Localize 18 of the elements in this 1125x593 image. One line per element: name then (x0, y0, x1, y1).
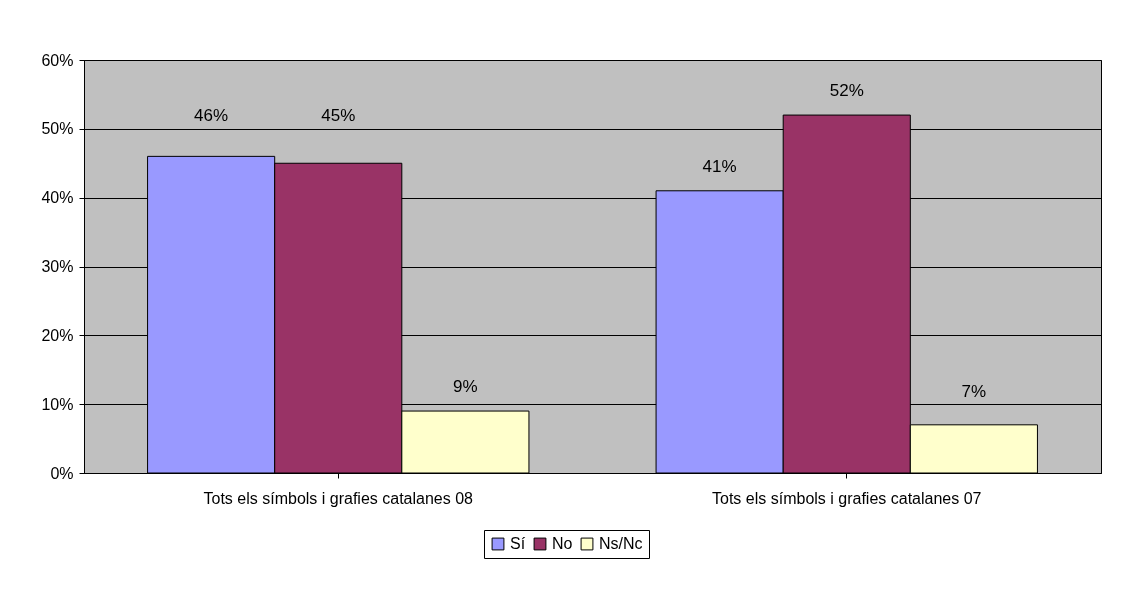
x-tick-label: Tots els símbols i grafies catalanes 08 (203, 489, 474, 507)
data-label: 52% (829, 81, 864, 101)
data-label: 9% (453, 377, 478, 397)
y-tick-label: 30% (41, 258, 74, 275)
legend-label: Ns/Nc (599, 535, 643, 552)
y-tick-label: 0% (50, 464, 74, 482)
x-tick-label: Tots els símbols i grafies catalanes 07 (712, 489, 982, 507)
data-label: 45% (321, 106, 356, 126)
data-label: 46% (194, 106, 229, 126)
legend-label: No (552, 535, 573, 552)
y-tick-label: 40% (41, 189, 74, 207)
y-tick-label: 50% (41, 120, 74, 138)
y-tick-label: 60% (41, 51, 74, 69)
legend-label: Sí (510, 535, 526, 552)
data-label: 7% (961, 381, 987, 401)
y-tick-label: 10% (41, 395, 74, 413)
y-tick-label: 20% (41, 326, 74, 344)
data-label: 41% (702, 156, 737, 176)
